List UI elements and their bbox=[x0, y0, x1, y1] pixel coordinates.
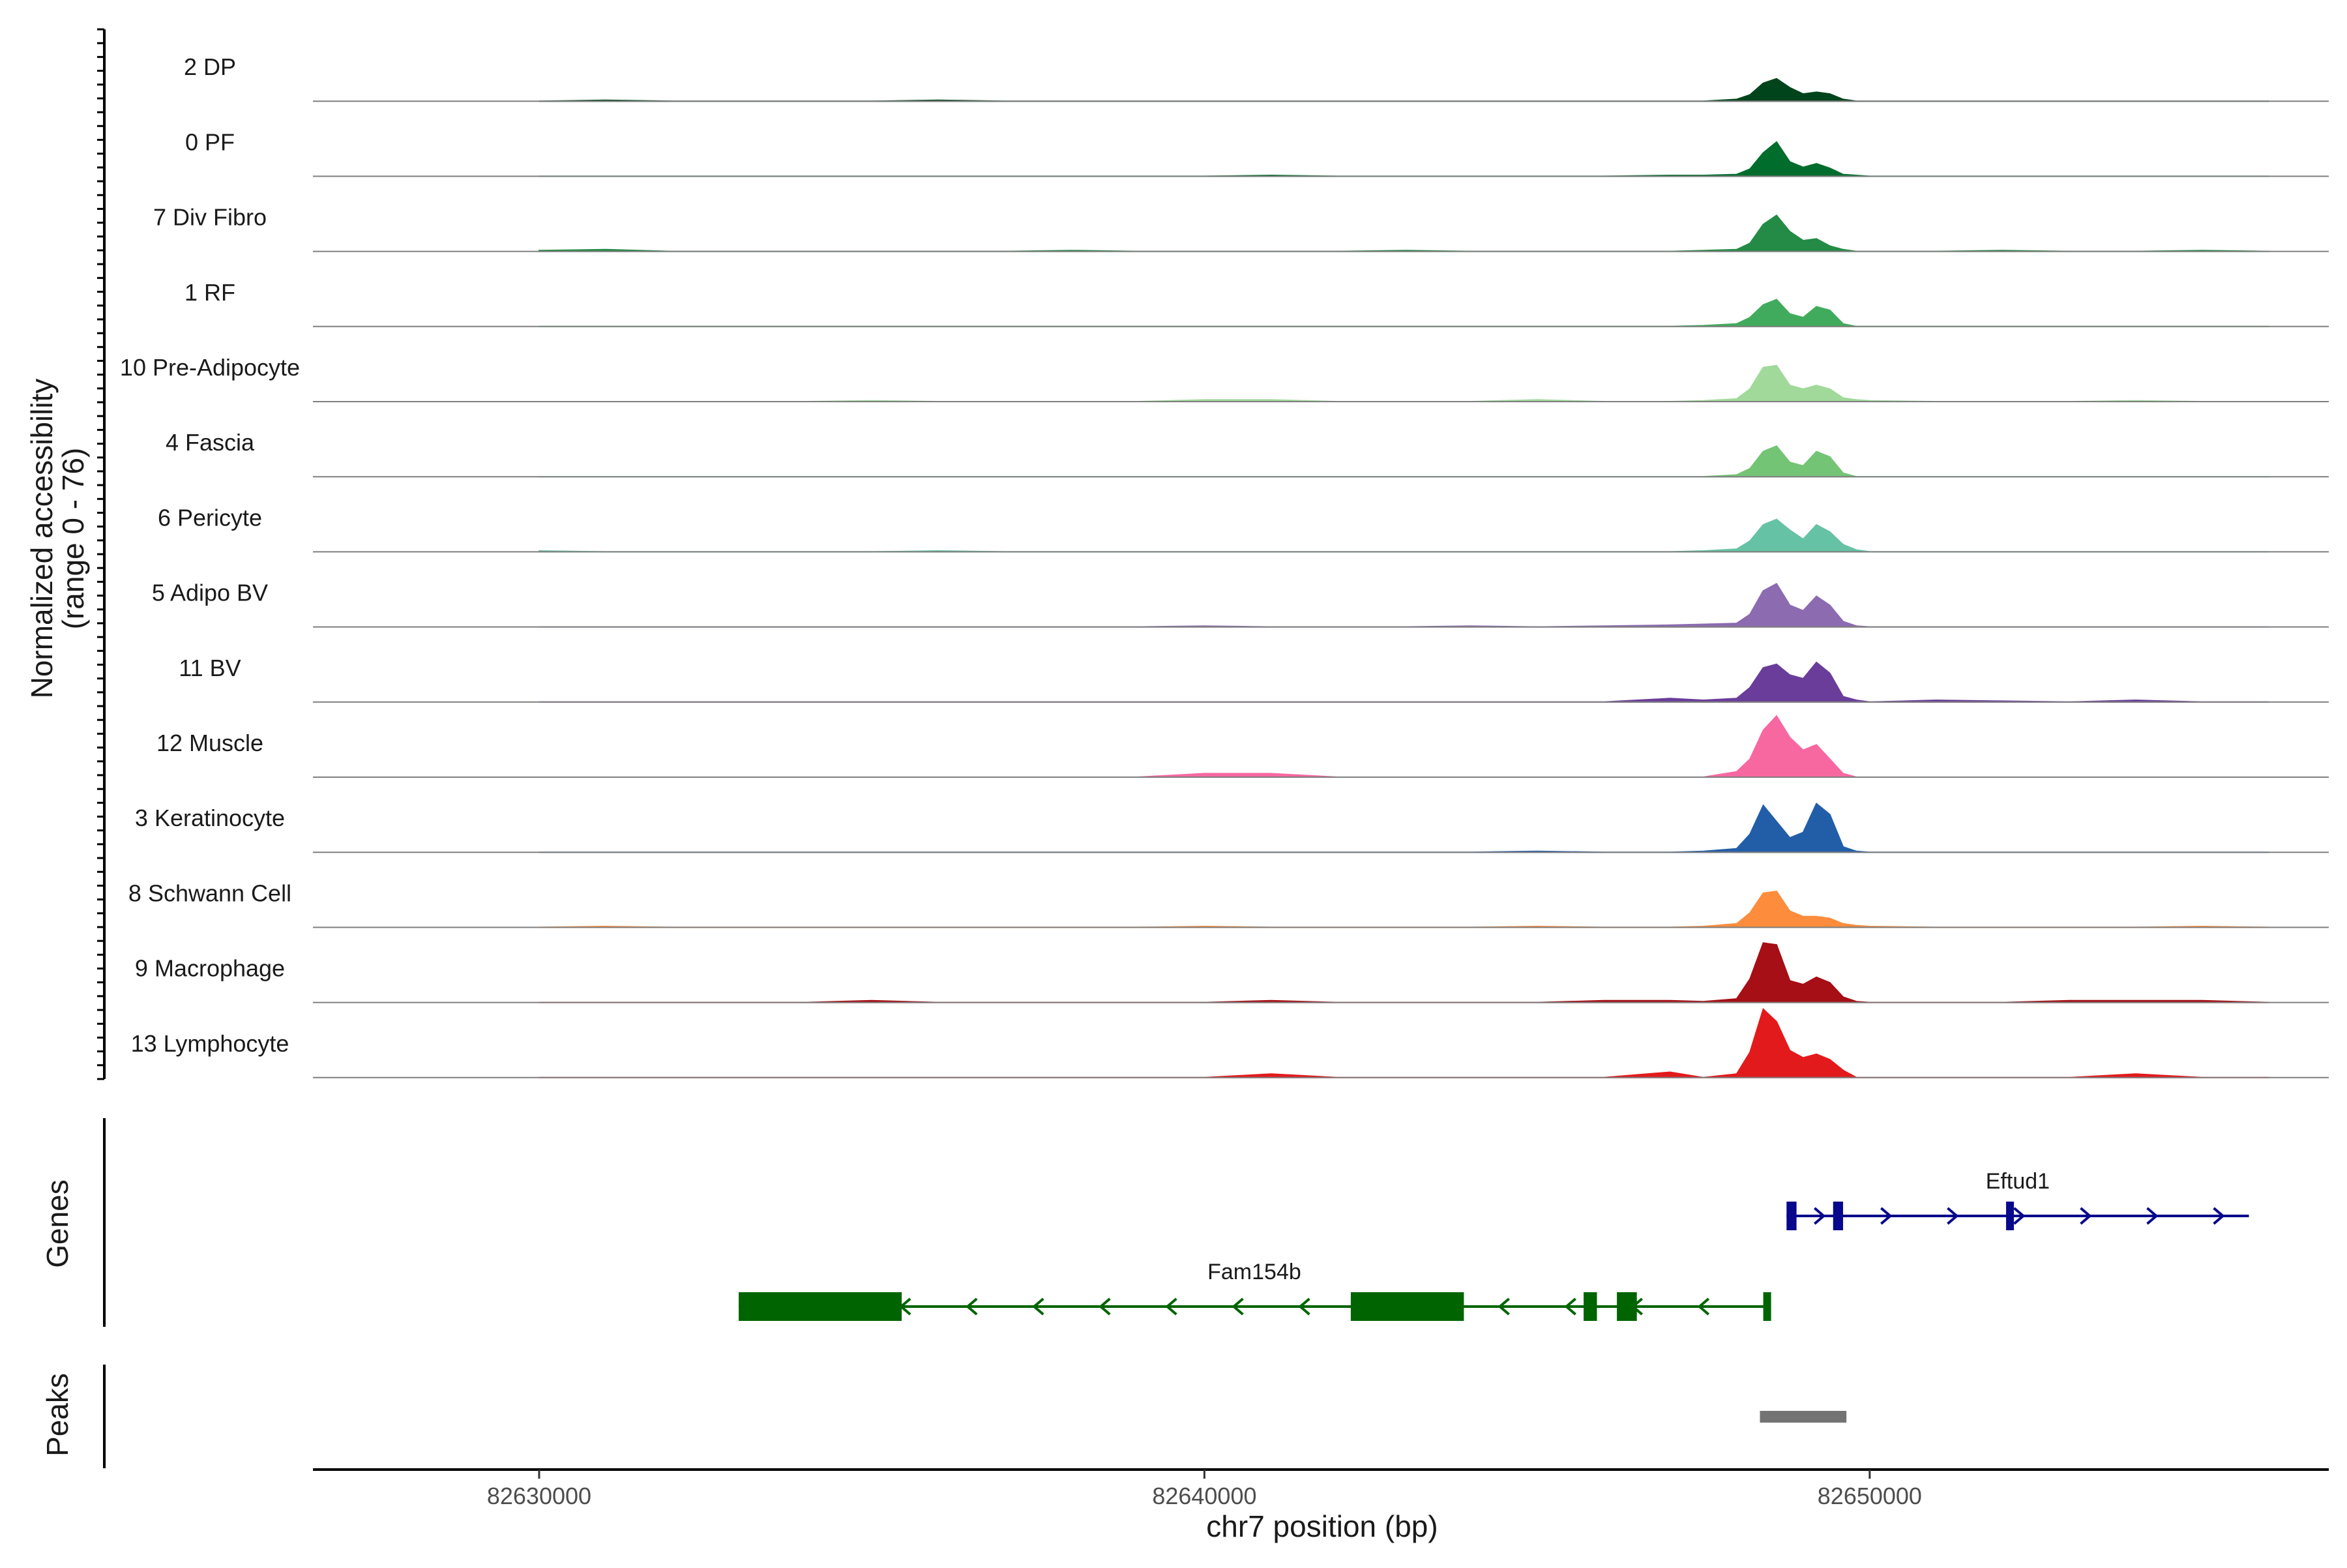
track-label: 0 PF bbox=[185, 128, 235, 155]
peaks-panel bbox=[103, 1365, 1847, 1468]
track-1-rf: 1 RF bbox=[185, 279, 2329, 327]
track-label: 10 Pre-Adipocyte bbox=[120, 354, 300, 381]
strand-arrow bbox=[1298, 1297, 1310, 1316]
track-label: 5 Adipo BV bbox=[152, 580, 268, 606]
gene-exon bbox=[1617, 1292, 1637, 1321]
coverage-area bbox=[539, 891, 2269, 928]
coverage-area bbox=[539, 299, 2269, 327]
y-axis-range-subtitle: (range 0 - 76) bbox=[56, 448, 90, 630]
strand-arrow bbox=[1880, 1207, 1893, 1225]
strand-arrow bbox=[1564, 1297, 1576, 1316]
track-label: 4 Fascia bbox=[166, 429, 255, 456]
gene-fam154b: Fam154b bbox=[739, 1260, 1771, 1321]
track-label: 6 Pericyte bbox=[158, 504, 262, 531]
track-label: 7 Div Fibro bbox=[153, 204, 267, 231]
coverage-area bbox=[539, 445, 2269, 478]
coverage-area bbox=[539, 78, 2269, 102]
track-5-adipo-bv: 5 Adipo BV bbox=[152, 580, 2329, 628]
genes-panel-title: Genes bbox=[40, 1179, 74, 1268]
x-tick-label: 82650000 bbox=[1818, 1483, 1922, 1509]
coverage-area bbox=[539, 803, 2269, 853]
x-tick-label: 82630000 bbox=[487, 1483, 591, 1509]
strand-arrow bbox=[2146, 1207, 2159, 1225]
strand-arrow bbox=[1697, 1297, 1710, 1316]
strand-arrow bbox=[966, 1297, 978, 1316]
track-11-bv: 11 BV bbox=[179, 655, 2329, 703]
coverage-area bbox=[538, 518, 2269, 553]
genes-panel: Eftud1 Fam154b bbox=[103, 1118, 2249, 1327]
track-label: 13 Lymphocyte bbox=[131, 1030, 289, 1057]
track-8-schwann-cell: 8 Schwann Cell bbox=[128, 880, 2329, 928]
track-label: 8 Schwann Cell bbox=[128, 880, 291, 906]
gene-eftud1: Eftud1 bbox=[1786, 1169, 2249, 1230]
strand-arrow bbox=[1099, 1297, 1111, 1316]
gene-exon bbox=[2006, 1202, 2015, 1230]
coverage-area bbox=[538, 214, 2269, 252]
y-axis-title: Normalized accessibility bbox=[25, 379, 59, 699]
x-tick-label: 82640000 bbox=[1152, 1483, 1256, 1509]
coverage-area bbox=[539, 1007, 2269, 1078]
track-12-muscle: 12 Muscle bbox=[156, 715, 2329, 778]
peaks-panel-title: Peaks bbox=[40, 1373, 74, 1457]
track-label: 3 Keratinocyte bbox=[135, 805, 285, 831]
gene-exon bbox=[1786, 1202, 1797, 1230]
track-13-lymphocyte: 13 Lymphocyte bbox=[131, 1007, 2329, 1078]
coverage-area bbox=[539, 661, 2269, 703]
coverage-area bbox=[539, 942, 2269, 1003]
coverage-area bbox=[539, 141, 2269, 177]
track-label: 12 Muscle bbox=[156, 730, 263, 756]
x-axis-title: chr7 position (bp) bbox=[1206, 1509, 1438, 1543]
coverage-tracks: 2 DP 0 PF 7 Div Fibro 1 RF 10 Pre-Adipocyte 4… bbox=[97, 28, 2329, 1080]
track-label: 2 DP bbox=[184, 53, 236, 80]
strand-arrow bbox=[1032, 1297, 1044, 1316]
track-3-keratinocyte: 3 Keratinocyte bbox=[135, 803, 2329, 853]
strand-arrow bbox=[1232, 1297, 1244, 1316]
strand-arrow bbox=[1814, 1207, 1826, 1225]
track-label: 9 Macrophage bbox=[135, 955, 285, 982]
coverage-area bbox=[539, 715, 2269, 778]
track-2-dp: 2 DP bbox=[184, 53, 2329, 102]
track-label: 11 BV bbox=[179, 655, 241, 681]
coverage-area bbox=[539, 582, 2269, 628]
strand-arrow bbox=[1165, 1297, 1177, 1316]
gene-exon bbox=[1584, 1292, 1597, 1321]
coverage-area bbox=[539, 364, 2269, 402]
gene-exon bbox=[739, 1292, 902, 1321]
gene-label: Eftud1 bbox=[1986, 1169, 2050, 1194]
gene-exon bbox=[1350, 1292, 1464, 1321]
x-axis: 82630000 82640000 82650000 bbox=[313, 1468, 2329, 1509]
strand-arrow bbox=[2013, 1207, 2026, 1225]
peak-region bbox=[1760, 1411, 1847, 1423]
strand-arrow bbox=[2213, 1207, 2225, 1225]
track-label: 1 RF bbox=[185, 279, 235, 306]
gene-exon bbox=[1833, 1202, 1844, 1230]
strand-arrow bbox=[1947, 1207, 1959, 1225]
track-0-pf: 0 PF bbox=[185, 128, 2329, 177]
track-10-pre-adipocyte: 10 Pre-Adipocyte bbox=[120, 354, 2329, 402]
track-9-macrophage: 9 Macrophage bbox=[135, 942, 2329, 1003]
track-4-fascia: 4 Fascia bbox=[166, 429, 2329, 478]
gene-label: Fam154b bbox=[1207, 1260, 1301, 1284]
track-6-pericyte: 6 Pericyte bbox=[158, 504, 2329, 553]
track-7-div-fibro: 7 Div Fibro bbox=[153, 204, 2329, 252]
strand-arrow bbox=[2080, 1207, 2092, 1225]
gene-exon bbox=[1763, 1292, 1771, 1321]
strand-arrow bbox=[1498, 1297, 1510, 1316]
